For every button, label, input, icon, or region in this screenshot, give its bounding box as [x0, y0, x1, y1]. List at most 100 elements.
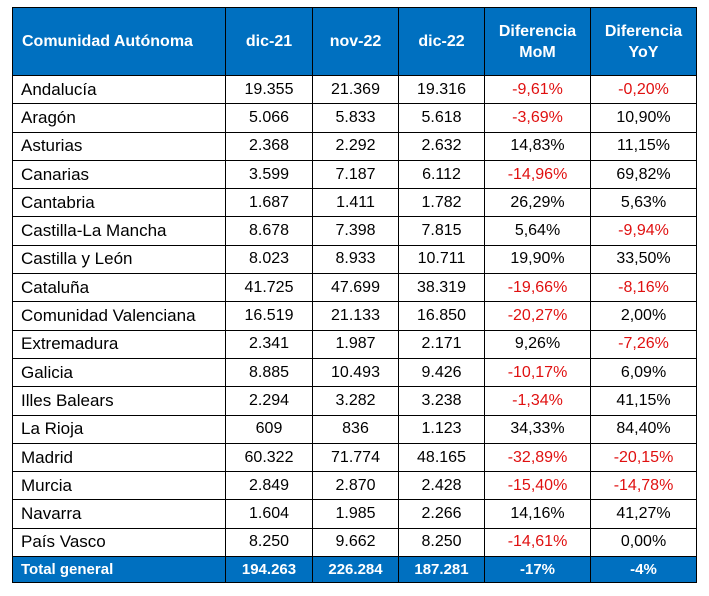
- table-row: Murcia 2.849 2.870 2.428 -15,40% -14,78%: [12, 471, 697, 501]
- total-cell: 226.284: [312, 556, 399, 584]
- value-cell: 47.699: [312, 273, 399, 303]
- region-name-cell: Cantabria: [12, 188, 226, 218]
- value-cell: 2.292: [312, 131, 399, 161]
- total-cell: -4%: [590, 556, 697, 584]
- data-table: Comunidad Autónoma dic-21 nov-22 dic-22 …: [12, 7, 697, 584]
- value-cell: -14,61%: [484, 527, 591, 558]
- value-cell: 2.294: [225, 386, 313, 416]
- table-row: Castilla-La Mancha 8.678 7.398 7.815 5,64% -9…: [12, 216, 697, 246]
- total-cell: 194.263: [225, 556, 313, 584]
- value-cell: 2,00%: [590, 301, 697, 331]
- value-cell: 26,29%: [484, 188, 591, 218]
- table-row: Extremadura 2.341 1.987 2.171 9,26% -7,26%: [12, 329, 697, 359]
- region-name-cell: Aragón: [12, 103, 226, 133]
- table-row: Illes Balears 2.294 3.282 3.238 -1,34% 41,15%: [12, 386, 697, 416]
- region-name-cell: País Vasco: [12, 527, 226, 558]
- value-cell: 16.850: [398, 301, 485, 331]
- table-row: Canarias 3.599 7.187 6.112 -14,96% 69,82%: [12, 159, 697, 190]
- region-name-cell: Castilla y León: [12, 244, 226, 275]
- value-cell: 41.725: [225, 273, 313, 303]
- value-cell: 1.782: [398, 188, 485, 218]
- value-cell: -0,20%: [590, 74, 697, 105]
- value-cell: 9.426: [398, 357, 485, 388]
- table-row: La Rioja 609 836 1.123 34,33% 84,40%: [12, 414, 697, 444]
- value-cell: 19.316: [398, 74, 485, 105]
- table-row: Madrid 60.322 71.774 48.165 -32,89% -20,15%: [12, 442, 697, 473]
- region-name-cell: Extremadura: [12, 329, 226, 359]
- value-cell: 2.171: [398, 329, 485, 359]
- region-name-cell: Galicia: [12, 357, 226, 388]
- value-cell: 836: [312, 414, 399, 444]
- table-row: País Vasco 8.250 9.662 8.250 -14,61% 0,00%: [12, 527, 697, 558]
- value-cell: 5,63%: [590, 188, 697, 218]
- value-cell: 5.066: [225, 103, 313, 133]
- value-cell: 1.987: [312, 329, 399, 359]
- value-cell: 16.519: [225, 301, 313, 331]
- value-cell: 9.662: [312, 527, 399, 558]
- total-cell: Total general: [12, 556, 226, 584]
- value-cell: 2.368: [225, 131, 313, 161]
- value-cell: 7.815: [398, 216, 485, 246]
- value-cell: 8.250: [398, 527, 485, 558]
- value-cell: -1,34%: [484, 386, 591, 416]
- value-cell: 11,15%: [590, 131, 697, 161]
- value-cell: 41,15%: [590, 386, 697, 416]
- value-cell: 9,26%: [484, 329, 591, 359]
- value-cell: 10,90%: [590, 103, 697, 133]
- value-cell: 19,90%: [484, 244, 591, 275]
- value-cell: -20,27%: [484, 301, 591, 331]
- value-cell: 34,33%: [484, 414, 591, 444]
- region-name-cell: Comunidad Valenciana: [12, 301, 226, 331]
- region-name-cell: Navarra: [12, 499, 226, 529]
- region-name-cell: Madrid: [12, 442, 226, 473]
- value-cell: 21.369: [312, 74, 399, 105]
- value-cell: 2.266: [398, 499, 485, 529]
- column-header: Comunidad Autónoma: [12, 7, 226, 76]
- value-cell: -7,26%: [590, 329, 697, 359]
- region-name-cell: Castilla-La Mancha: [12, 216, 226, 246]
- column-header: nov-22: [312, 7, 399, 76]
- value-cell: 33,50%: [590, 244, 697, 275]
- region-name-cell: La Rioja: [12, 414, 226, 444]
- value-cell: -32,89%: [484, 442, 591, 473]
- value-cell: 1.604: [225, 499, 313, 529]
- column-header: dic-22: [398, 7, 485, 76]
- value-cell: 84,40%: [590, 414, 697, 444]
- header-row: Comunidad Autónoma dic-21 nov-22 dic-22 …: [12, 7, 697, 76]
- value-cell: 14,83%: [484, 131, 591, 161]
- value-cell: -8,16%: [590, 273, 697, 303]
- total-cell: 187.281: [398, 556, 485, 584]
- table-row: Galicia 8.885 10.493 9.426 -10,17% 6,09%: [12, 357, 697, 388]
- value-cell: 1.985: [312, 499, 399, 529]
- region-name-cell: Asturias: [12, 131, 226, 161]
- value-cell: 8.023: [225, 244, 313, 275]
- value-cell: -14,96%: [484, 159, 591, 190]
- value-cell: 2.870: [312, 471, 399, 501]
- value-cell: 10.711: [398, 244, 485, 275]
- total-row: Total general 194.263 226.284 187.281 -1…: [12, 556, 697, 584]
- data-table-container: Comunidad Autónoma dic-21 nov-22 dic-22 …: [12, 7, 697, 584]
- value-cell: 5,64%: [484, 216, 591, 246]
- table-row: Asturias 2.368 2.292 2.632 14,83% 11,15%: [12, 131, 697, 161]
- value-cell: 609: [225, 414, 313, 444]
- value-cell: 38.319: [398, 273, 485, 303]
- value-cell: 60.322: [225, 442, 313, 473]
- region-name-cell: Andalucía: [12, 74, 226, 105]
- value-cell: 5.833: [312, 103, 399, 133]
- column-header: dic-21: [225, 7, 313, 76]
- value-cell: 8.933: [312, 244, 399, 275]
- value-cell: 3.238: [398, 386, 485, 416]
- table-row: Navarra 1.604 1.985 2.266 14,16% 41,27%: [12, 499, 697, 529]
- column-header: Diferencia MoM: [484, 7, 591, 76]
- value-cell: -15,40%: [484, 471, 591, 501]
- region-name-cell: Illes Balears: [12, 386, 226, 416]
- value-cell: 8.678: [225, 216, 313, 246]
- value-cell: 2.632: [398, 131, 485, 161]
- value-cell: 41,27%: [590, 499, 697, 529]
- region-name-cell: Canarias: [12, 159, 226, 190]
- value-cell: 2.428: [398, 471, 485, 501]
- value-cell: 69,82%: [590, 159, 697, 190]
- region-name-cell: Cataluña: [12, 273, 226, 303]
- value-cell: 19.355: [225, 74, 313, 105]
- value-cell: 1.123: [398, 414, 485, 444]
